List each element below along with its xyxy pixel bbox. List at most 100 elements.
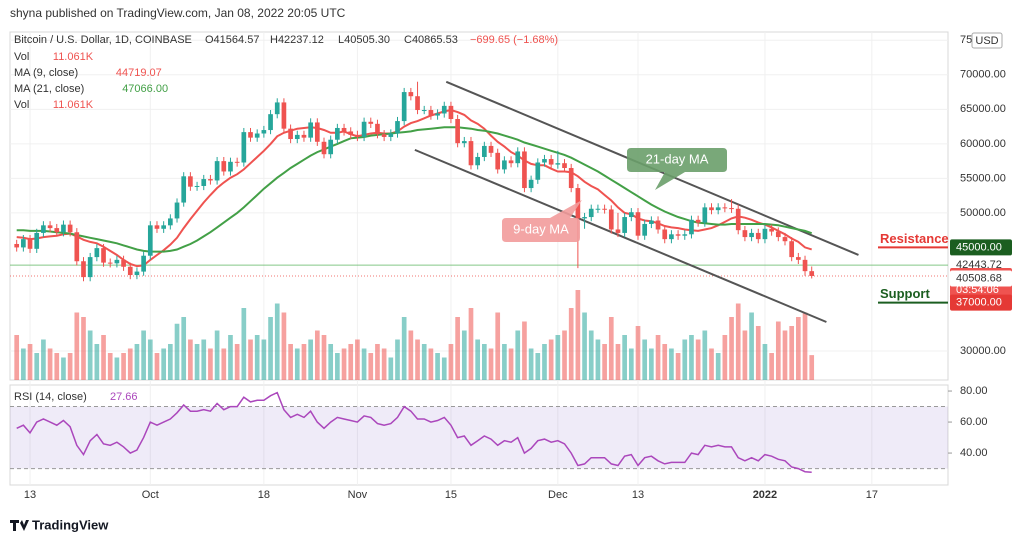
rsi-tick-label: 80.00 bbox=[960, 385, 988, 397]
volume-bar bbox=[615, 344, 621, 380]
candle-body bbox=[542, 159, 547, 163]
candle-body bbox=[375, 123, 380, 135]
candle-body bbox=[281, 102, 287, 129]
volume-bar bbox=[201, 339, 207, 380]
candle-body bbox=[615, 229, 621, 233]
candle-body bbox=[749, 232, 754, 238]
candle-body bbox=[81, 261, 86, 278]
volume-bar bbox=[21, 348, 26, 380]
volume-bar bbox=[588, 330, 594, 380]
candle-body bbox=[174, 202, 180, 219]
volume-bar bbox=[47, 348, 53, 380]
volume-bar bbox=[341, 348, 347, 380]
candle-body bbox=[702, 207, 708, 223]
volume-bar bbox=[508, 348, 514, 380]
candle-body bbox=[655, 220, 661, 230]
candle-body bbox=[461, 141, 467, 144]
volume-bar bbox=[461, 330, 467, 380]
candle-body bbox=[475, 156, 481, 166]
candle-body bbox=[101, 248, 106, 263]
candle-body bbox=[154, 225, 160, 229]
candle-body bbox=[188, 176, 193, 187]
volume-bar bbox=[495, 312, 501, 380]
legend-ohlc: L40505.30 bbox=[338, 34, 390, 46]
volume-bar bbox=[775, 321, 781, 380]
candle-body bbox=[649, 220, 654, 224]
volume-bar bbox=[268, 317, 273, 380]
volume-bar bbox=[121, 353, 126, 380]
candle-body bbox=[228, 161, 233, 172]
candle-body bbox=[127, 266, 133, 276]
legend-ohlc: O41564.57 bbox=[205, 34, 259, 46]
candle-body bbox=[54, 228, 60, 233]
volume-bar bbox=[127, 348, 133, 380]
candle-body bbox=[194, 185, 200, 187]
legend-value: 47066.00 bbox=[122, 83, 168, 95]
candle-body bbox=[87, 257, 93, 278]
candle-body bbox=[722, 207, 728, 209]
y-tick-label: 70000.00 bbox=[960, 69, 1006, 81]
volume-bar bbox=[528, 348, 534, 380]
candle-body bbox=[796, 257, 801, 260]
candle-body bbox=[94, 248, 100, 258]
volume-bar bbox=[769, 353, 774, 380]
price-label-box bbox=[950, 270, 1012, 287]
volume-bar bbox=[575, 290, 581, 380]
candle-body bbox=[682, 234, 688, 236]
rsi-legend: RSI (14, close) bbox=[14, 391, 87, 403]
rsi-tick-label: 60.00 bbox=[960, 416, 988, 428]
callout: 9-day MA bbox=[502, 200, 582, 242]
volume-bar bbox=[448, 344, 454, 380]
x-tick-label: Oct bbox=[142, 489, 159, 501]
candle-body bbox=[635, 212, 641, 236]
volume-bar bbox=[662, 344, 668, 380]
volume-bar bbox=[695, 339, 701, 380]
x-tick-label: 17 bbox=[866, 489, 878, 501]
price-label: 37000.00 bbox=[956, 297, 1002, 309]
volume-bar bbox=[301, 344, 307, 380]
volume-bar bbox=[81, 317, 86, 380]
volume-bar bbox=[548, 339, 554, 380]
volume-bar bbox=[147, 339, 153, 380]
candle-body bbox=[775, 231, 781, 238]
legend-ohlc: H42237.12 bbox=[270, 34, 324, 46]
volume-bar bbox=[321, 335, 327, 380]
candle-body bbox=[114, 259, 120, 264]
volume-bar bbox=[455, 317, 460, 380]
legend-title: Bitcoin / U.S. Dollar, 1D, COINBASE bbox=[14, 34, 192, 46]
volume-bar bbox=[368, 353, 374, 380]
y-tick-label: 55000.00 bbox=[960, 172, 1006, 184]
volume-bar bbox=[482, 344, 487, 380]
volume-bar bbox=[294, 348, 300, 380]
candle-body bbox=[455, 119, 460, 144]
candle-body bbox=[809, 271, 815, 276]
rsi-line bbox=[16, 391, 812, 473]
candle-body bbox=[548, 159, 554, 165]
volume-bar bbox=[428, 348, 434, 380]
candle-body bbox=[335, 127, 340, 140]
candle-body bbox=[74, 232, 80, 262]
volume-bar bbox=[709, 348, 714, 380]
candle-body bbox=[769, 228, 774, 232]
legend-ohlc: C40865.53 bbox=[404, 34, 458, 46]
candle-body bbox=[735, 208, 741, 231]
byline: shyna published on TradingView.com, Jan … bbox=[10, 6, 346, 20]
volume-bar bbox=[722, 335, 728, 380]
level-label: Support bbox=[880, 286, 930, 301]
volume-bar bbox=[789, 326, 795, 380]
candle-body bbox=[662, 229, 668, 240]
volume-bar bbox=[388, 357, 394, 380]
volume-bar bbox=[689, 335, 694, 380]
volume-bar bbox=[361, 348, 367, 380]
currency-box bbox=[971, 32, 1003, 49]
volume-bar bbox=[41, 339, 46, 380]
candle-body bbox=[141, 255, 146, 272]
price-label-box bbox=[950, 239, 1012, 256]
candle-body bbox=[502, 160, 507, 170]
x-tick-label: 13 bbox=[24, 489, 36, 501]
volume-bar bbox=[214, 330, 220, 380]
candle-body bbox=[495, 152, 501, 170]
candle-body bbox=[448, 105, 454, 119]
candle-body bbox=[261, 130, 267, 134]
volume-bar bbox=[755, 326, 761, 380]
